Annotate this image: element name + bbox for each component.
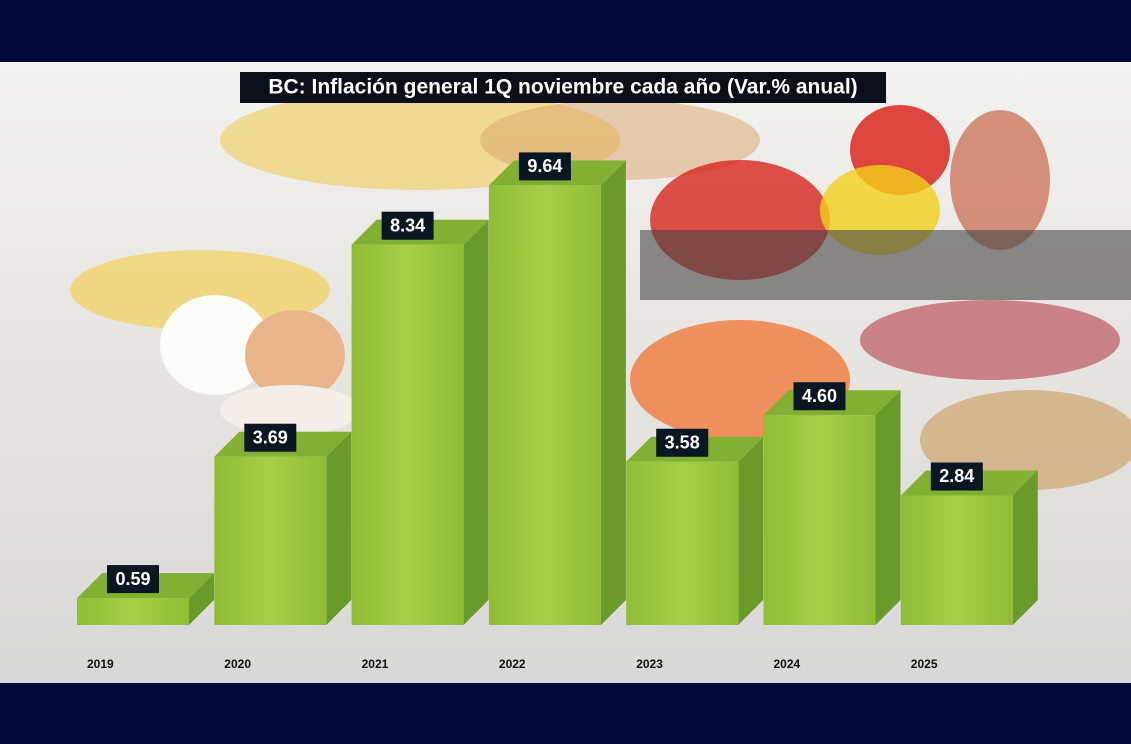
x-tick-label: 2020 (224, 657, 251, 671)
bar-side (738, 436, 764, 625)
bottom-band (0, 683, 1131, 744)
bar-side (189, 573, 214, 625)
x-tick-label: 2021 (362, 657, 389, 671)
title-box (240, 72, 886, 103)
bar-side (1012, 470, 1038, 625)
value-label: 8.34 (390, 215, 425, 235)
x-tick-label: 2024 (774, 657, 801, 671)
bar (763, 415, 876, 625)
bar (488, 185, 601, 625)
value-label: 0.59 (115, 569, 150, 589)
bar (77, 598, 189, 625)
bar (214, 456, 327, 625)
x-tick-label: 2023 (636, 657, 663, 671)
bar-side (875, 390, 901, 625)
value-label: 3.58 (665, 433, 700, 453)
bar (351, 244, 464, 626)
bar-side (326, 431, 352, 625)
value-label-box (107, 565, 159, 594)
bar-side (600, 160, 626, 625)
value-label-box (381, 211, 434, 240)
chart-title: BC: Inflación general 1Q noviembre cada … (268, 76, 857, 99)
x-tick-label: 2022 (499, 657, 526, 671)
bar-side (463, 219, 489, 626)
value-label-box (793, 382, 846, 411)
value-label: 9.64 (527, 156, 562, 176)
value-label-box (518, 152, 571, 181)
value-label-box (656, 428, 709, 457)
value-label: 4.60 (802, 386, 837, 406)
bar (900, 495, 1013, 625)
value-label: 2.84 (939, 466, 974, 486)
x-tick-label: 2019 (87, 657, 114, 671)
value-label-box (930, 462, 983, 491)
value-label-box (244, 423, 297, 452)
top-band (0, 0, 1131, 62)
x-tick-label: 2025 (911, 657, 938, 671)
value-label: 3.69 (253, 427, 288, 447)
bar (626, 461, 739, 625)
